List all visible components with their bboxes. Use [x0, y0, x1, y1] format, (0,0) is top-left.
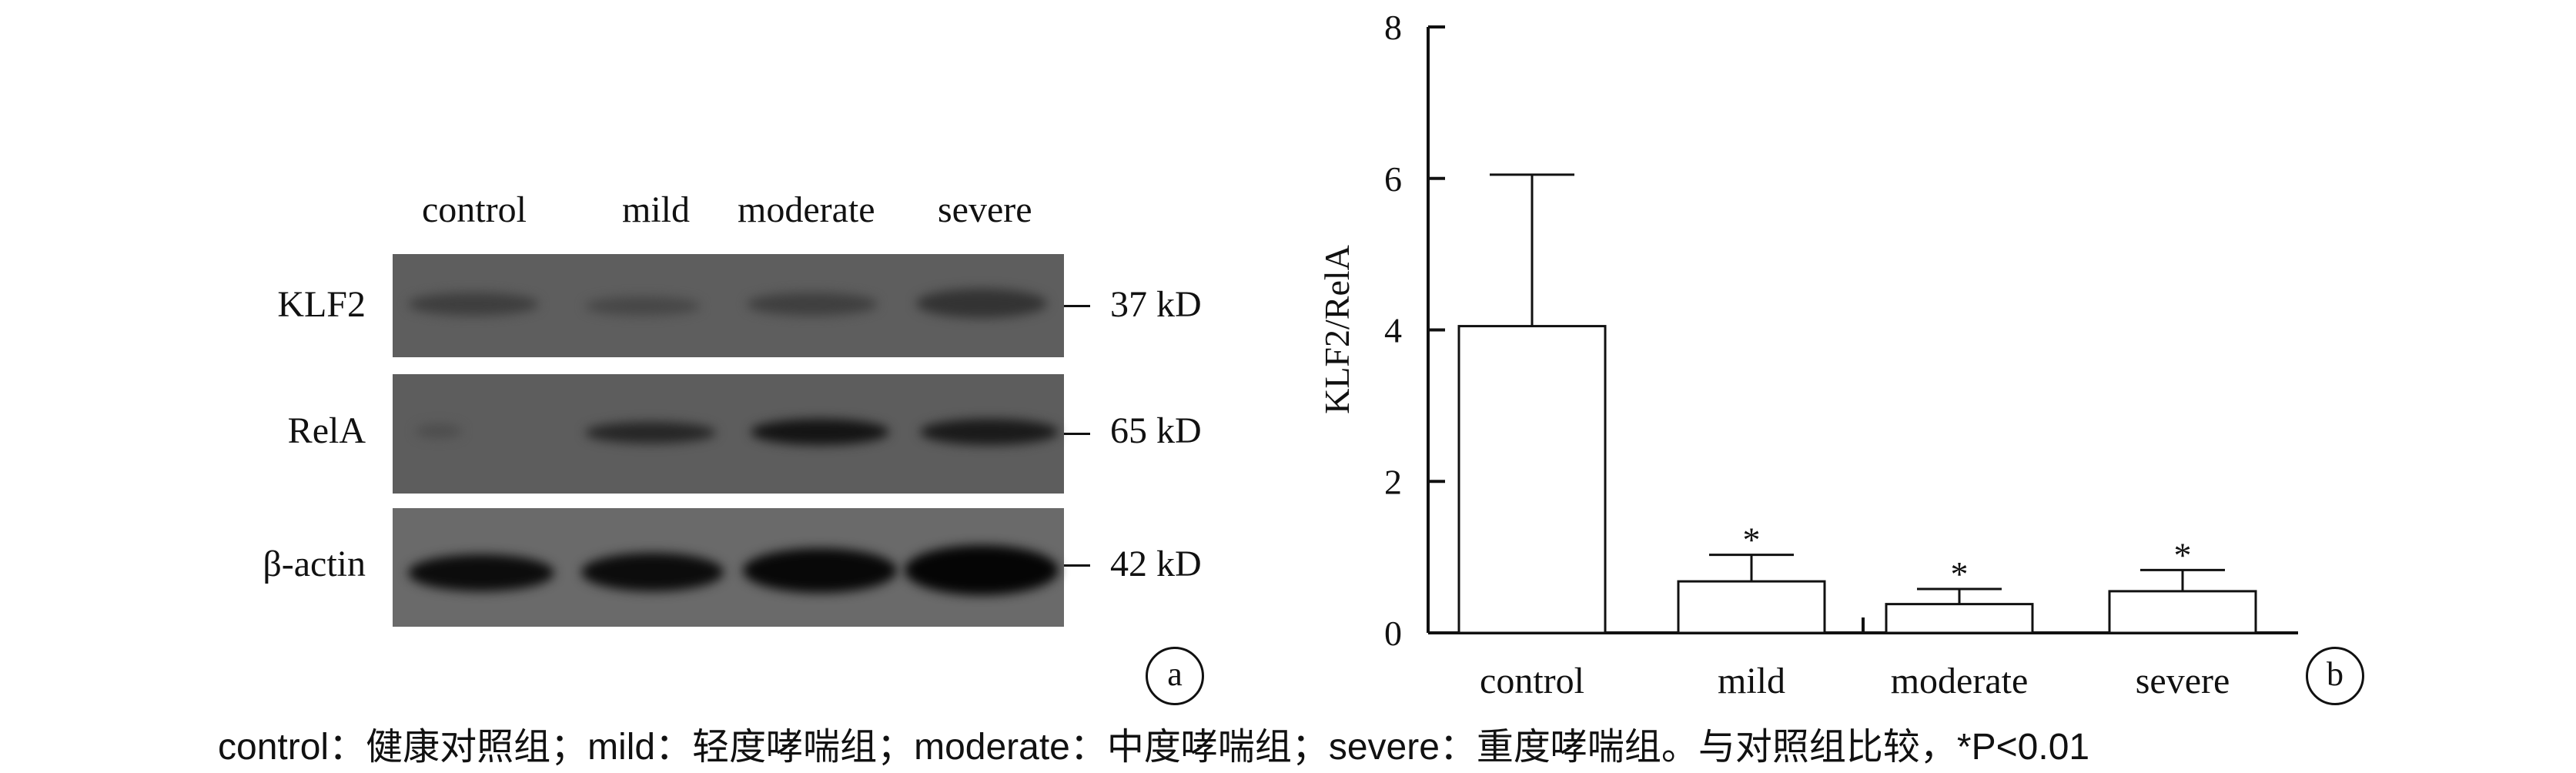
row-label-beta-actin: β-actin: [263, 544, 366, 584]
y-tick-label: 4: [1384, 311, 1402, 350]
blot-band: [416, 424, 462, 438]
kd-tick: [1064, 305, 1090, 307]
blot-band: [916, 289, 1047, 318]
row-label-rela: RelA: [287, 410, 366, 451]
blot-band: [408, 554, 554, 591]
x-tick-label-mild: mild: [1718, 661, 1785, 701]
bar-control: [1457, 325, 1607, 634]
y-tick-label: 2: [1384, 462, 1402, 501]
panel-label-a: a: [1146, 647, 1204, 705]
y-tick-label: 6: [1384, 159, 1402, 199]
x-tick-label-moderate: moderate: [1891, 661, 2029, 701]
blot-band: [747, 293, 878, 316]
kd-tick: [1064, 564, 1090, 567]
lane-label-severe: severe: [938, 189, 1032, 230]
kd-label-klf2: 37 kD: [1110, 284, 1202, 325]
panel-label-b: b: [2306, 647, 2364, 705]
y-tick-label: 0: [1384, 614, 1402, 653]
blot-rela: [393, 374, 1064, 494]
y-tick-label: 8: [1384, 8, 1402, 47]
kd-label-rela: 65 kD: [1110, 410, 1202, 451]
significance-mark-severe: *: [2174, 535, 2192, 574]
blot-band: [581, 553, 724, 591]
blot-band: [920, 419, 1059, 445]
significance-mark-moderate: *: [1951, 554, 1969, 594]
blot-beta-actin: [393, 508, 1064, 627]
significance-mark-mild: *: [1743, 520, 1761, 560]
blot-band: [585, 422, 716, 443]
kd-label-beta-actin: 42 kD: [1110, 544, 1202, 584]
blot-band: [905, 545, 1059, 595]
bar-mild: [1677, 580, 1826, 634]
kd-tick: [1064, 433, 1090, 435]
bar-severe: [2108, 590, 2257, 634]
blot-band: [408, 293, 539, 316]
y-axis-label: KLF2/RelA: [1317, 245, 1357, 414]
bar-moderate: [1885, 603, 2034, 634]
lane-label-mild: mild: [622, 189, 691, 230]
row-label-klf2: KLF2: [277, 284, 366, 325]
blot-klf2: [393, 254, 1064, 357]
lane-label-moderate: moderate: [738, 189, 875, 230]
lane-label-control: control: [422, 189, 527, 230]
x-tick-label-control: control: [1480, 661, 1584, 701]
blot-band: [585, 296, 701, 316]
figure-caption: control：健康对照组；mild：轻度哮喘组；moderate：中度哮喘组；…: [218, 727, 2090, 768]
blot-band: [751, 419, 889, 445]
blot-band: [743, 548, 897, 593]
x-tick-label-severe: severe: [2136, 661, 2230, 701]
